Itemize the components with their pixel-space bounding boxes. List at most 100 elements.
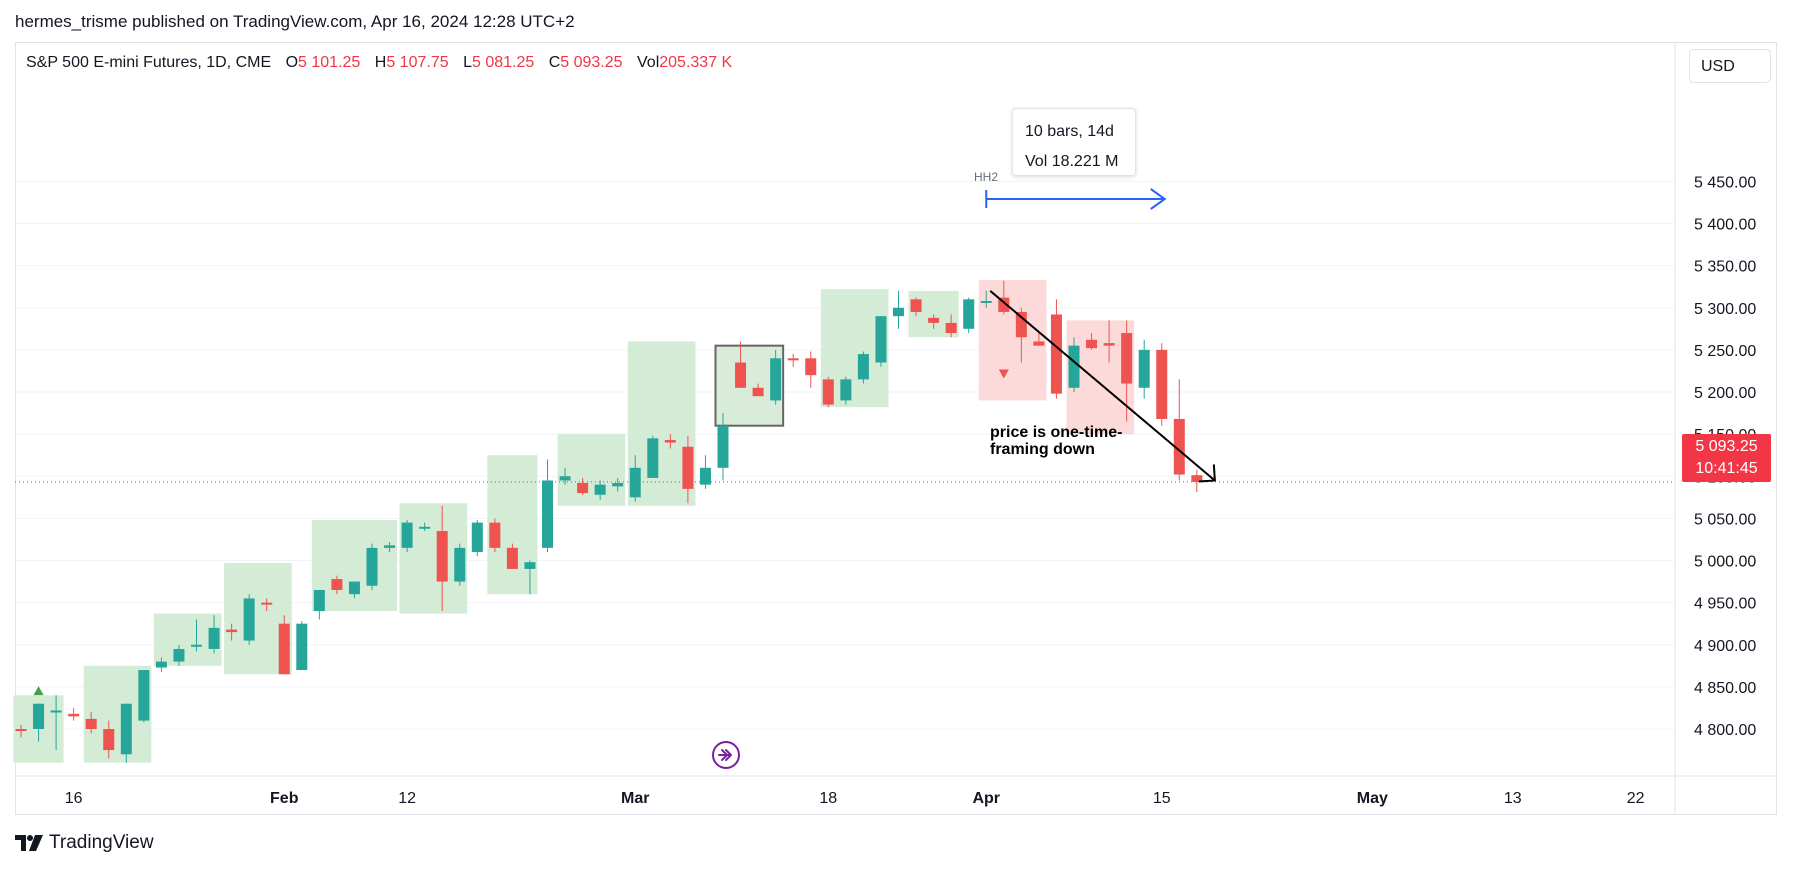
candle-up[interactable]	[1138, 349, 1150, 388]
candle-down[interactable]	[787, 358, 799, 361]
candle-up[interactable]	[594, 484, 606, 495]
candle-up[interactable]	[629, 467, 641, 498]
candle-down[interactable]	[261, 602, 273, 605]
candle-up[interactable]	[173, 648, 185, 662]
candle-down[interactable]	[1015, 311, 1027, 338]
candle-down[interactable]	[68, 713, 80, 717]
candle-down[interactable]	[664, 440, 676, 443]
candle-up[interactable]	[963, 299, 975, 329]
candle-up[interactable]	[401, 522, 413, 548]
candle-up[interactable]	[875, 316, 887, 363]
candle-down[interactable]	[1033, 341, 1045, 346]
y-tick-label: 5 450.00	[1694, 174, 1756, 191]
candle-up[interactable]	[699, 467, 711, 485]
candle-down[interactable]	[15, 729, 27, 731]
tradingview-logo[interactable]: TradingView	[15, 832, 154, 854]
trend-arrow-line[interactable]	[989, 290, 1216, 482]
candle-up[interactable]	[542, 480, 553, 548]
green-highlight-box[interactable]	[557, 434, 626, 506]
candle-up[interactable]	[717, 425, 729, 468]
candle-down[interactable]	[1103, 343, 1115, 346]
candle-down[interactable]	[1086, 339, 1098, 349]
candle-down[interactable]	[1156, 349, 1168, 419]
tradingview-brand: TradingView	[49, 832, 154, 853]
candle-up[interactable]	[384, 545, 396, 548]
candle-up[interactable]	[419, 526, 431, 529]
y-tick-label: 4 950.00	[1694, 596, 1756, 613]
candle-down[interactable]	[103, 729, 115, 751]
candle-up[interactable]	[296, 623, 308, 671]
candle-down[interactable]	[577, 482, 589, 494]
candle-down[interactable]	[1173, 418, 1185, 475]
published-header: hermes_trisme published on TradingView.c…	[15, 12, 575, 31]
candle-up[interactable]	[454, 547, 466, 582]
candle-down[interactable]	[506, 547, 518, 569]
candle-down[interactable]	[945, 322, 957, 334]
candle-up[interactable]	[50, 710, 62, 713]
candle-down[interactable]	[1121, 333, 1133, 384]
y-tick-label: 5 400.00	[1694, 217, 1756, 234]
candle-down[interactable]	[910, 299, 922, 312]
candle-down[interactable]	[928, 317, 940, 323]
x-tick-label: Feb	[270, 790, 299, 807]
down-signal-marker	[998, 369, 1009, 379]
tradingview-logo-icon	[15, 835, 43, 851]
candle-up[interactable]	[770, 358, 782, 401]
chart-frame[interactable]	[15, 42, 1777, 815]
candle-up[interactable]	[138, 670, 150, 721]
candle-up[interactable]	[191, 644, 202, 647]
pattern-label: HH2	[974, 170, 999, 184]
measure-tooltip: 10 bars, 14d Vol 18.221 M	[1012, 108, 1136, 176]
neutral-highlight-box[interactable]	[714, 344, 785, 427]
candle-up[interactable]	[208, 627, 220, 649]
candle-up[interactable]	[857, 354, 869, 380]
candle-up[interactable]	[559, 476, 571, 481]
candle-down[interactable]	[752, 387, 764, 397]
candle-down[interactable]	[805, 358, 817, 376]
candle-down[interactable]	[489, 522, 501, 548]
candle-down[interactable]	[1050, 314, 1062, 394]
y-tick-label: 4 800.00	[1694, 722, 1756, 739]
candle-down[interactable]	[735, 362, 747, 388]
chart-legend: S&P 500 E-mini Futures, 1D, CME O5 101.2…	[26, 54, 732, 72]
candle-down[interactable]	[998, 297, 1010, 312]
candle-down[interactable]	[682, 446, 694, 489]
candle-up[interactable]	[155, 661, 167, 668]
candle-up[interactable]	[243, 598, 255, 641]
measure-bars: 10 bars, 14d	[1025, 123, 1114, 140]
y-tick-label: 4 900.00	[1694, 638, 1756, 655]
candle-up[interactable]	[471, 522, 483, 553]
candle-down[interactable]	[436, 531, 448, 582]
candle-down[interactable]	[331, 579, 343, 590]
candle-down[interactable]	[822, 379, 834, 405]
currency-button[interactable]: USD	[1689, 49, 1771, 83]
candle-up[interactable]	[33, 703, 45, 729]
candle-up[interactable]	[647, 438, 659, 478]
candle-up[interactable]	[1068, 345, 1080, 388]
candle-up[interactable]	[524, 562, 536, 569]
measure-arrowhead	[1150, 188, 1167, 210]
candle-down[interactable]	[1191, 475, 1203, 482]
x-tick-label: Mar	[621, 790, 649, 807]
candle-up[interactable]	[612, 482, 624, 487]
candle-down[interactable]	[226, 629, 238, 633]
candle-up[interactable]	[366, 547, 378, 586]
legend-volume-value: 205.337 K	[659, 54, 733, 71]
replay-icon[interactable]	[711, 740, 741, 770]
text-annotation[interactable]: price is one-time- framing down	[990, 424, 1122, 458]
legend-open-label: O	[285, 54, 299, 71]
red-highlight-box[interactable]	[978, 279, 1047, 401]
candle-up[interactable]	[120, 703, 132, 755]
candle-up[interactable]	[313, 589, 325, 612]
candle-up[interactable]	[840, 379, 852, 401]
candle-down[interactable]	[85, 718, 97, 729]
x-tick-label: 18	[819, 790, 837, 807]
candle-up[interactable]	[348, 581, 360, 595]
candle-down[interactable]	[278, 623, 290, 675]
y-tick-label: 5 250.00	[1694, 343, 1756, 360]
candle-up[interactable]	[980, 301, 992, 304]
legend-low-label: L	[463, 54, 472, 71]
candle-up[interactable]	[893, 307, 904, 317]
legend-symbol[interactable]: S&P 500 E-mini Futures, 1D, CME	[26, 54, 272, 71]
